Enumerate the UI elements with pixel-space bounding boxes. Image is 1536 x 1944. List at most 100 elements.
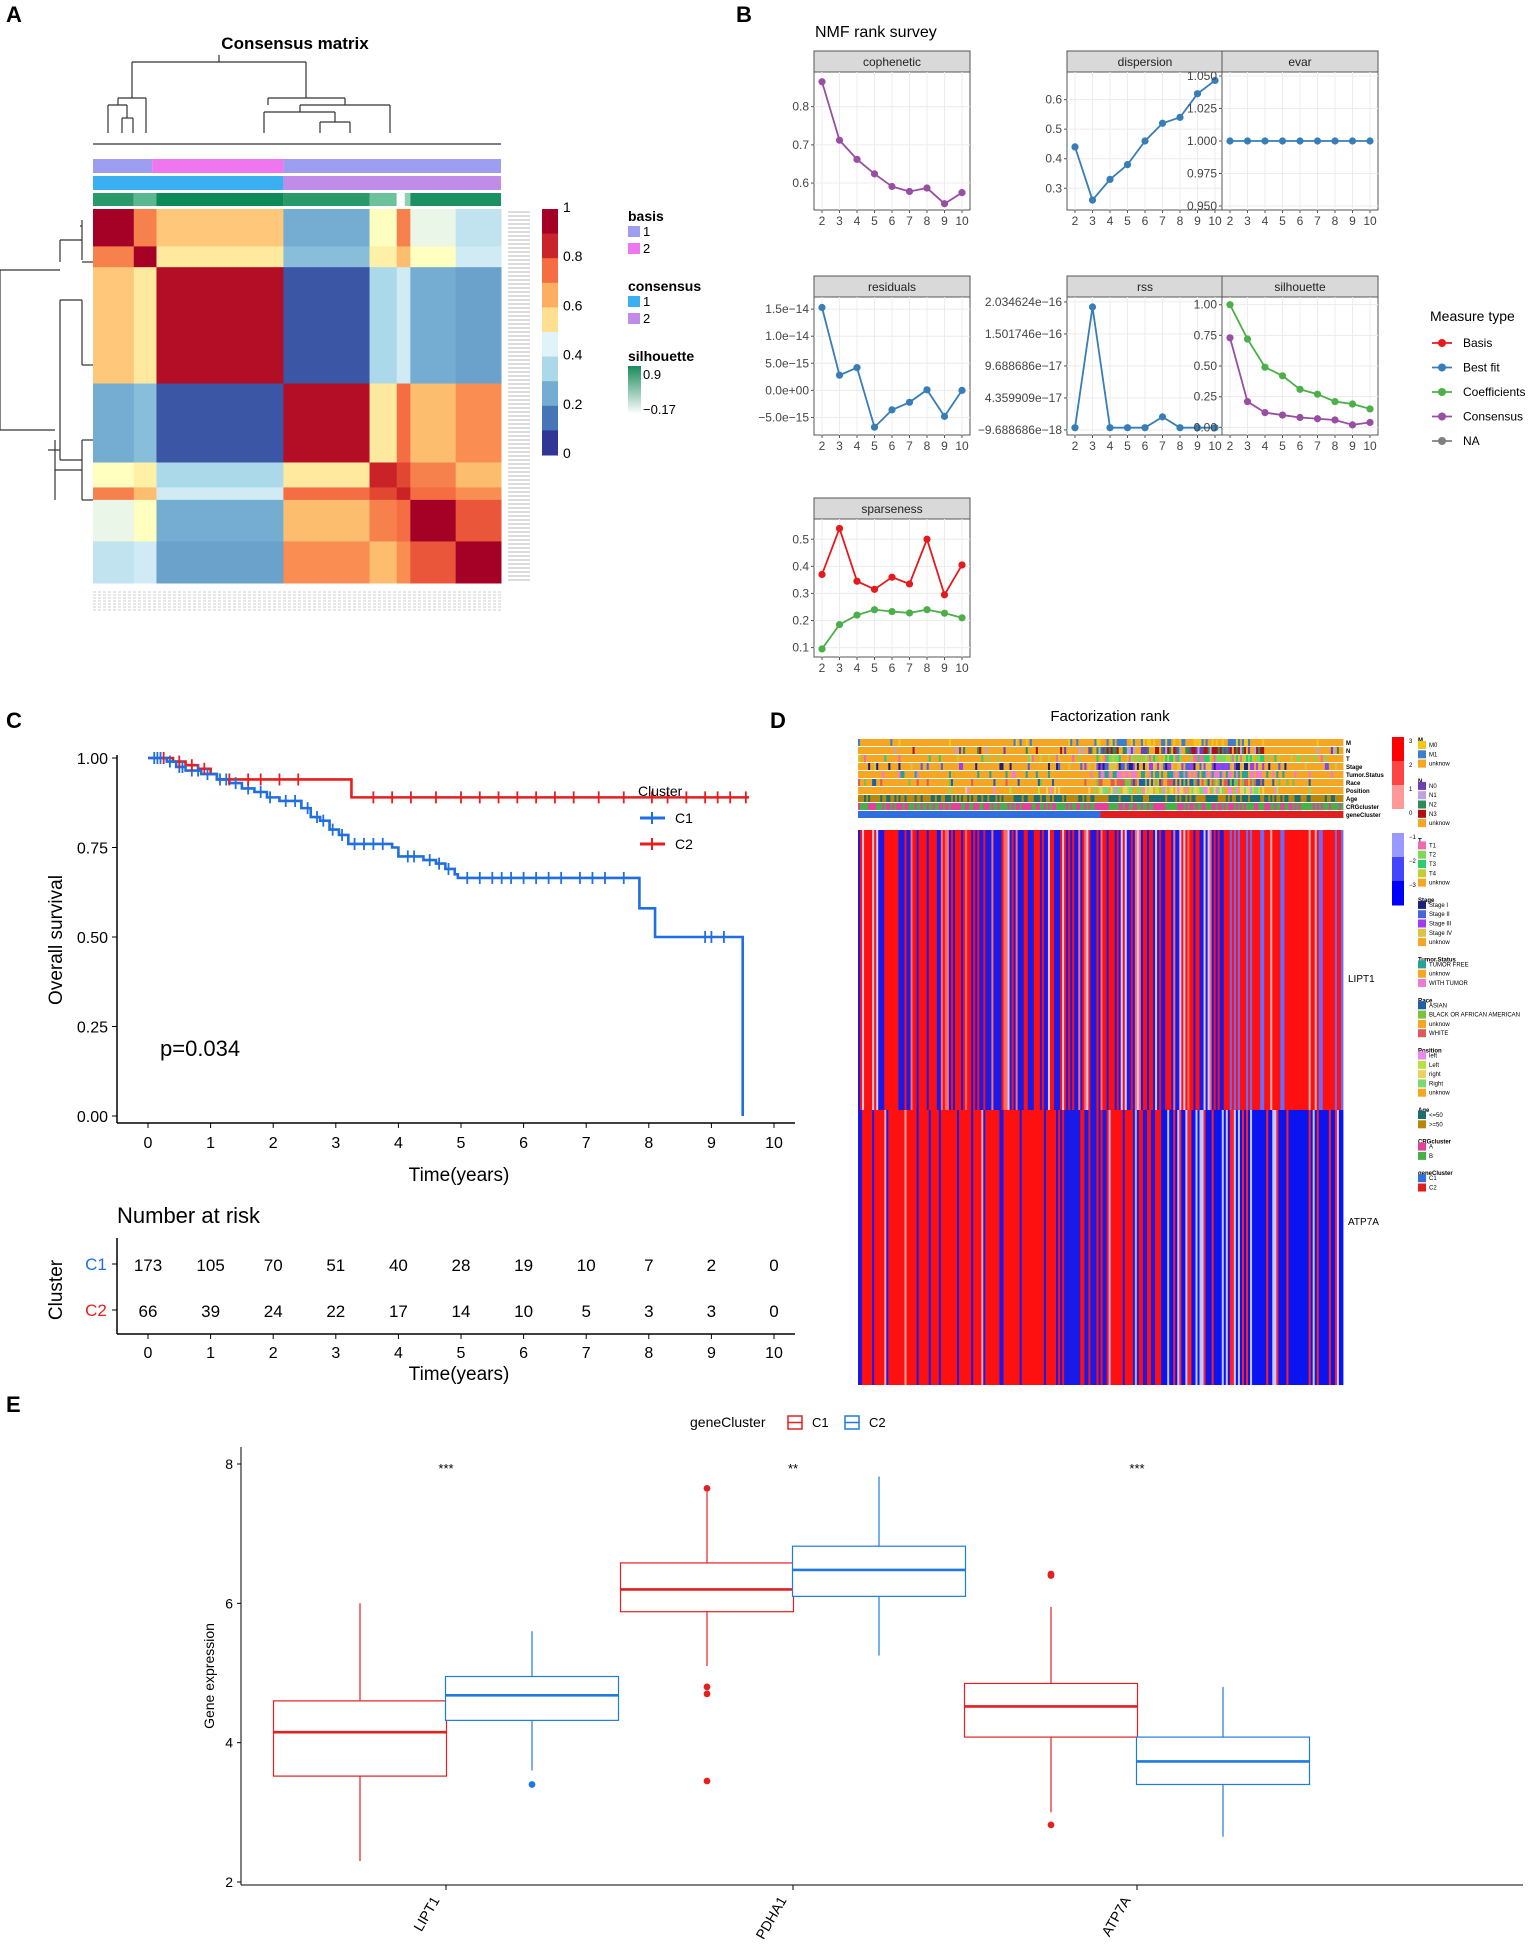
annotation-cell xyxy=(1035,779,1039,786)
annotation-cell xyxy=(997,771,1000,778)
annotation-cell xyxy=(1270,747,1273,754)
annotation-cell xyxy=(1078,811,1081,818)
annotation-cell xyxy=(1284,779,1287,786)
annotation-cell xyxy=(1013,803,1017,810)
annotation-cell xyxy=(993,755,996,762)
heatmap-cell-atp7a xyxy=(1173,1110,1176,1385)
annotation-cell xyxy=(1195,787,1198,794)
annotation-cell xyxy=(926,747,930,754)
annotation-cell xyxy=(1112,803,1116,810)
annotation-cell xyxy=(1094,739,1097,746)
annotation-cell xyxy=(1157,811,1160,818)
annotation-cell xyxy=(1047,811,1051,818)
annotation-cell xyxy=(1241,739,1245,746)
annotation-cell xyxy=(1033,747,1037,754)
annotation-cell xyxy=(904,803,907,810)
annotation-cell xyxy=(1294,779,1297,786)
annotation-cell xyxy=(1282,803,1285,810)
annotation-cell xyxy=(1110,787,1114,794)
annotation-cell xyxy=(995,811,998,818)
annotation-cell xyxy=(1058,795,1061,802)
annotation-cell xyxy=(1191,763,1194,770)
annotation-cell xyxy=(1019,739,1023,746)
annotation-cell xyxy=(946,811,950,818)
annotation-cell xyxy=(975,811,978,818)
scale-tick-label: 3 xyxy=(1409,739,1413,745)
panel-label-a: A xyxy=(6,2,22,27)
legend-swatch xyxy=(1418,1010,1426,1019)
annotation-cell xyxy=(1268,787,1271,794)
annotation-cell xyxy=(1159,779,1162,786)
annotation-cell xyxy=(1294,787,1297,794)
annotation-cell xyxy=(1282,771,1285,778)
annotation-cell xyxy=(1193,755,1196,762)
x-tick-label: 3 xyxy=(1244,439,1251,453)
heatmap-cell-lipt1 xyxy=(1146,830,1150,1110)
annotation-cell xyxy=(1116,795,1120,802)
annotation-cell xyxy=(918,811,922,818)
annotation-cell xyxy=(1003,763,1006,770)
heatmap-cell-atp7a xyxy=(1165,1110,1168,1385)
annotation-cell xyxy=(1076,755,1079,762)
legend-item-label: N2 xyxy=(1429,803,1437,809)
heatmap-cell-atp7a xyxy=(900,1110,903,1385)
annotation-cell xyxy=(1211,739,1215,746)
heatmap-cell-lipt1 xyxy=(1199,830,1202,1110)
annotation-cell xyxy=(1076,747,1079,754)
heatmap-cell-atp7a xyxy=(1118,1110,1122,1385)
series-point xyxy=(1088,196,1097,204)
annotation-cell xyxy=(1239,787,1243,794)
box-x-tick-label: LIPT1 xyxy=(410,1893,443,1934)
consensus-cell xyxy=(455,246,502,268)
facet-title: silhouette xyxy=(1274,280,1326,294)
annotation-cell xyxy=(1003,779,1006,786)
annotation-cell xyxy=(1215,739,1219,746)
annotation-cell xyxy=(1165,811,1168,818)
annotation-cell xyxy=(930,771,934,778)
annotation-cell xyxy=(1151,747,1154,754)
series-point xyxy=(1226,301,1234,309)
consensus-cell xyxy=(396,499,411,542)
annotation-cell xyxy=(1201,755,1204,762)
annotation-cell xyxy=(1082,763,1085,770)
heatmap-cell-lipt1 xyxy=(896,830,899,1110)
annotation-cell xyxy=(938,811,942,818)
risk-c1-count: 105 xyxy=(196,1256,224,1275)
annotation-cell xyxy=(1195,739,1198,746)
annotation-cell xyxy=(1096,739,1099,746)
heatmap-cell-atp7a xyxy=(1163,1110,1166,1385)
annotation-cell xyxy=(1086,803,1089,810)
heatmap-cell-atp7a xyxy=(912,1110,915,1385)
annotation-cell xyxy=(1290,787,1293,794)
annotation-cell xyxy=(1076,763,1079,770)
annotation-cell xyxy=(999,771,1002,778)
annotation-cell xyxy=(1124,747,1128,754)
annotation-cell xyxy=(967,779,970,786)
heatmap-cell-atp7a xyxy=(1278,1110,1281,1385)
heatmap-cell-atp7a xyxy=(1179,1110,1182,1385)
heatmap-cell-lipt1 xyxy=(981,830,984,1110)
annotation-cell xyxy=(1126,803,1130,810)
annotation-cell xyxy=(1080,803,1083,810)
heatmap-cell-atp7a xyxy=(1181,1110,1184,1385)
annotation-cell xyxy=(1163,779,1166,786)
annotation-cell xyxy=(1011,771,1015,778)
annotation-cell xyxy=(870,771,873,778)
annotation-cell xyxy=(858,811,861,818)
annotation-cell xyxy=(1161,771,1164,778)
annotation-cell xyxy=(1294,771,1297,778)
annotation-cell xyxy=(874,739,877,746)
annotation-cell xyxy=(1260,771,1263,778)
heatmap-cell-lipt1 xyxy=(878,830,881,1110)
annotation-cell xyxy=(1140,763,1144,770)
annotation-cell xyxy=(1256,771,1259,778)
heatmap-cell-lipt1 xyxy=(1066,830,1069,1110)
annotation-cell xyxy=(989,787,992,794)
annotation-cell xyxy=(1142,771,1146,778)
heatmap-cell-lipt1 xyxy=(1023,830,1027,1110)
annotation-cell xyxy=(920,771,924,778)
annotation-cell xyxy=(1134,779,1138,786)
annotation-cell xyxy=(1290,795,1293,802)
annotation-cell xyxy=(1153,771,1156,778)
annotation-cell xyxy=(948,803,952,810)
